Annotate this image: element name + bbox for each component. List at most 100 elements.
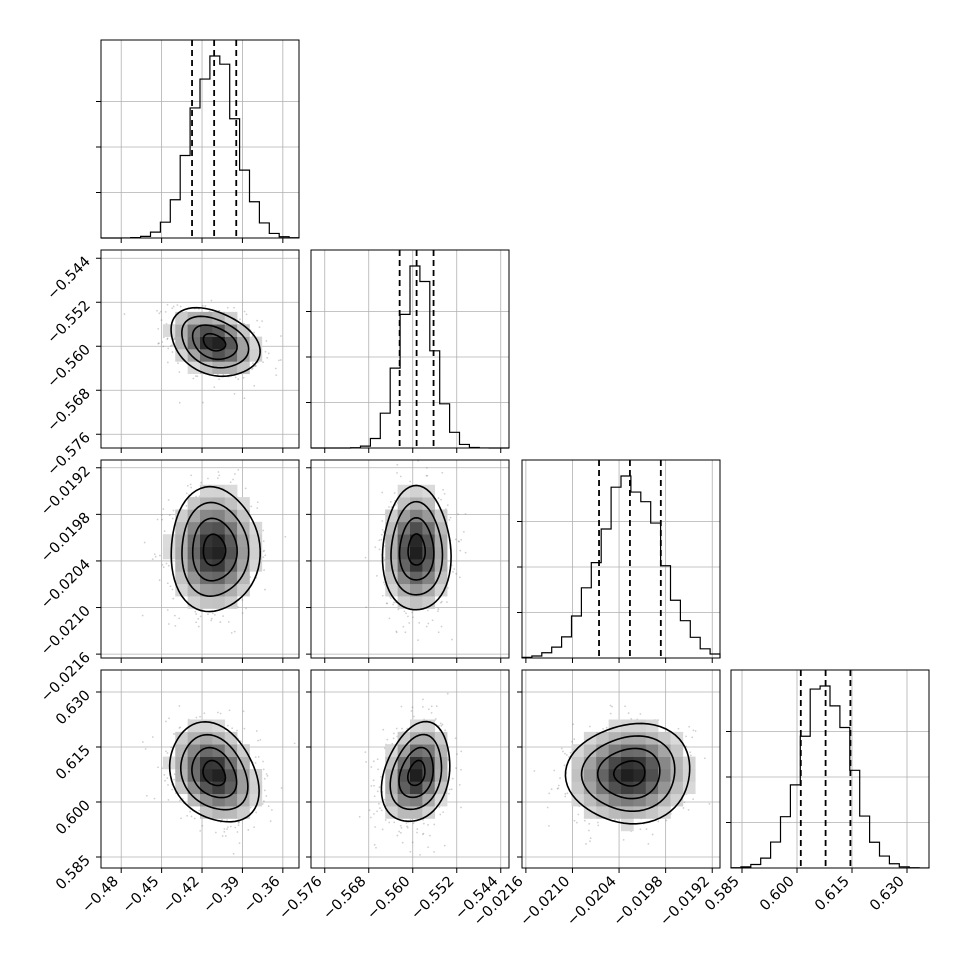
density-cell bbox=[237, 509, 250, 523]
sample-point bbox=[156, 309, 158, 312]
x-tick-label: −0.576 bbox=[276, 874, 325, 923]
density-cell bbox=[187, 571, 201, 585]
sample-point bbox=[141, 741, 144, 743]
sample-point bbox=[243, 310, 246, 313]
sample-point bbox=[171, 344, 174, 347]
sample-point bbox=[627, 712, 630, 714]
sample-point bbox=[190, 486, 193, 489]
sample-point bbox=[396, 471, 398, 474]
contour-level bbox=[191, 324, 238, 361]
contour-level bbox=[390, 500, 444, 596]
sample-point bbox=[453, 568, 456, 570]
sample-point bbox=[145, 794, 148, 797]
sample-point bbox=[374, 826, 377, 828]
sample-point bbox=[192, 377, 195, 380]
sample-point bbox=[451, 777, 454, 780]
sample-point bbox=[178, 371, 181, 374]
density-cell bbox=[187, 349, 201, 362]
sample-point bbox=[160, 514, 163, 516]
density-cell bbox=[571, 744, 585, 757]
contour-level bbox=[191, 517, 238, 582]
density-cell bbox=[224, 546, 238, 560]
y-tick-label: −0.0204 bbox=[38, 556, 94, 612]
sample-point bbox=[557, 784, 560, 787]
sample-point bbox=[166, 361, 169, 364]
sample-point bbox=[226, 819, 228, 822]
sample-point bbox=[446, 692, 449, 695]
sample-point bbox=[692, 729, 695, 732]
density-cell bbox=[670, 769, 684, 782]
sample-point bbox=[190, 474, 193, 477]
sample-point bbox=[257, 739, 260, 742]
density-cell bbox=[621, 731, 634, 745]
density-cell bbox=[224, 744, 238, 757]
sample-point bbox=[171, 788, 174, 791]
scatter-points bbox=[517, 704, 726, 845]
contour-level bbox=[168, 721, 260, 823]
sample-point bbox=[412, 715, 415, 718]
density-cell bbox=[397, 497, 411, 510]
density-cell bbox=[621, 781, 634, 795]
density-cell bbox=[175, 559, 188, 572]
sample-point bbox=[266, 774, 269, 777]
sample-point bbox=[388, 506, 390, 508]
sample-point bbox=[457, 513, 460, 516]
density-cell bbox=[162, 324, 176, 337]
density-cell bbox=[249, 546, 263, 560]
x-tick-label: −0.560 bbox=[364, 874, 413, 923]
density-cell bbox=[385, 571, 398, 585]
sample-point bbox=[392, 732, 395, 735]
sample-point bbox=[455, 767, 458, 770]
sample-point bbox=[161, 767, 164, 770]
sample-point bbox=[448, 519, 451, 521]
sample-point bbox=[412, 616, 414, 619]
sample-point bbox=[261, 803, 264, 805]
y-tick-label: −0.0210 bbox=[38, 603, 94, 659]
sample-point bbox=[369, 816, 372, 819]
sample-point bbox=[426, 609, 429, 612]
sample-point bbox=[378, 807, 381, 810]
sample-point bbox=[172, 305, 175, 308]
sample-point bbox=[197, 625, 200, 628]
density-cell bbox=[621, 744, 634, 757]
sample-point bbox=[178, 727, 181, 729]
sample-point bbox=[174, 624, 177, 627]
density-cell bbox=[224, 497, 238, 510]
density-cell bbox=[212, 559, 226, 572]
sample-point bbox=[254, 364, 257, 367]
density-cell bbox=[212, 546, 226, 560]
density-cell bbox=[633, 744, 647, 757]
sample-point bbox=[162, 566, 165, 569]
contour-level bbox=[407, 533, 427, 566]
sample-point bbox=[264, 350, 267, 353]
sample-point bbox=[724, 760, 726, 762]
sample-point bbox=[677, 727, 680, 730]
sample-point bbox=[402, 625, 405, 628]
density-cell bbox=[249, 793, 263, 807]
sample-point bbox=[169, 345, 172, 347]
sample-point bbox=[596, 821, 599, 824]
sample-point bbox=[257, 755, 260, 758]
panel-frame bbox=[521, 669, 721, 869]
sample-point bbox=[256, 507, 259, 509]
density-cell bbox=[212, 336, 226, 350]
sample-point bbox=[243, 727, 246, 730]
density-cell bbox=[422, 744, 436, 757]
density-cell bbox=[422, 497, 436, 510]
sample-point bbox=[455, 572, 458, 575]
contour-level bbox=[389, 733, 443, 811]
sample-point bbox=[157, 342, 160, 345]
sample-point bbox=[382, 728, 385, 731]
sample-point bbox=[224, 835, 227, 837]
sample-point bbox=[158, 312, 161, 315]
panel-frame bbox=[310, 249, 510, 449]
density-cell bbox=[633, 731, 647, 745]
sample-point bbox=[556, 787, 559, 790]
sample-point bbox=[517, 814, 519, 816]
sample-point bbox=[233, 630, 236, 633]
sample-point bbox=[262, 361, 264, 364]
sample-point bbox=[255, 730, 258, 732]
sample-point bbox=[456, 753, 458, 756]
sample-point bbox=[458, 783, 461, 786]
sample-point bbox=[253, 826, 255, 829]
